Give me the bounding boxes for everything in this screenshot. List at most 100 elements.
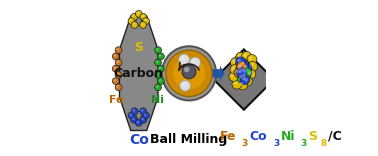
Circle shape xyxy=(192,59,196,63)
Circle shape xyxy=(115,71,122,78)
Circle shape xyxy=(232,66,235,70)
Circle shape xyxy=(141,109,143,112)
Circle shape xyxy=(140,116,147,123)
Circle shape xyxy=(116,61,119,63)
Text: Fe: Fe xyxy=(109,95,123,105)
Circle shape xyxy=(247,54,257,64)
Circle shape xyxy=(239,63,242,67)
Circle shape xyxy=(239,66,249,76)
Text: Co: Co xyxy=(250,130,267,143)
Circle shape xyxy=(237,73,247,83)
Circle shape xyxy=(181,56,184,60)
Circle shape xyxy=(115,59,122,66)
Circle shape xyxy=(131,108,138,115)
Text: S: S xyxy=(134,41,143,54)
Circle shape xyxy=(232,79,242,89)
Circle shape xyxy=(180,80,191,91)
Circle shape xyxy=(159,79,161,81)
Text: S: S xyxy=(308,130,318,143)
Circle shape xyxy=(162,46,216,100)
Circle shape xyxy=(240,71,250,81)
Circle shape xyxy=(237,59,241,62)
Text: /C: /C xyxy=(328,130,342,143)
Circle shape xyxy=(236,70,239,73)
Circle shape xyxy=(248,71,251,75)
Text: Co: Co xyxy=(129,133,149,147)
Circle shape xyxy=(128,18,135,24)
Circle shape xyxy=(242,77,245,80)
Circle shape xyxy=(242,68,245,72)
Circle shape xyxy=(116,73,119,75)
Circle shape xyxy=(237,61,246,71)
Text: 3: 3 xyxy=(300,139,307,148)
Circle shape xyxy=(249,56,253,60)
Circle shape xyxy=(129,19,132,21)
Text: 3: 3 xyxy=(242,139,248,148)
Circle shape xyxy=(133,23,135,25)
Text: Ni: Ni xyxy=(281,130,296,143)
Circle shape xyxy=(232,60,236,63)
Circle shape xyxy=(239,75,243,78)
Circle shape xyxy=(238,66,241,69)
Circle shape xyxy=(184,67,189,72)
Polygon shape xyxy=(119,16,158,131)
Circle shape xyxy=(156,85,158,88)
Circle shape xyxy=(239,70,242,73)
Circle shape xyxy=(156,61,158,63)
Circle shape xyxy=(231,73,234,77)
Circle shape xyxy=(135,119,142,126)
Circle shape xyxy=(141,118,144,120)
Circle shape xyxy=(240,75,250,85)
Circle shape xyxy=(131,116,138,123)
Circle shape xyxy=(144,113,146,116)
Circle shape xyxy=(132,118,135,120)
Circle shape xyxy=(250,63,253,67)
Text: Fe: Fe xyxy=(220,130,236,143)
Circle shape xyxy=(238,54,241,58)
Circle shape xyxy=(245,78,248,82)
Circle shape xyxy=(239,59,249,69)
Circle shape xyxy=(242,63,252,73)
Circle shape xyxy=(246,69,256,79)
Text: Ni: Ni xyxy=(151,95,164,105)
Circle shape xyxy=(112,78,119,85)
Circle shape xyxy=(179,54,189,65)
Circle shape xyxy=(140,14,147,20)
Circle shape xyxy=(112,65,119,72)
Circle shape xyxy=(158,53,164,60)
Circle shape xyxy=(236,52,246,62)
Circle shape xyxy=(244,65,248,68)
Circle shape xyxy=(235,57,245,67)
Circle shape xyxy=(243,53,247,57)
Circle shape xyxy=(237,68,246,78)
Circle shape xyxy=(140,22,147,28)
Circle shape xyxy=(115,84,122,91)
Circle shape xyxy=(143,112,149,119)
Circle shape xyxy=(116,48,119,51)
Circle shape xyxy=(240,82,243,85)
Circle shape xyxy=(159,54,161,57)
Circle shape xyxy=(156,73,158,75)
Circle shape xyxy=(135,10,142,17)
Circle shape xyxy=(128,112,135,119)
Circle shape xyxy=(243,76,253,86)
Circle shape xyxy=(242,51,251,61)
Circle shape xyxy=(244,70,247,73)
Circle shape xyxy=(133,109,135,112)
Circle shape xyxy=(155,59,161,66)
Circle shape xyxy=(159,67,161,69)
Circle shape xyxy=(137,121,139,123)
Circle shape xyxy=(158,65,164,72)
Text: 8: 8 xyxy=(320,139,327,148)
Circle shape xyxy=(131,14,138,20)
Circle shape xyxy=(141,23,143,25)
Circle shape xyxy=(140,108,147,115)
Circle shape xyxy=(241,61,245,65)
Circle shape xyxy=(236,64,246,74)
Circle shape xyxy=(137,12,139,14)
Text: Carbon: Carbon xyxy=(114,67,164,80)
Circle shape xyxy=(234,68,244,78)
Circle shape xyxy=(143,18,149,24)
Text: 3: 3 xyxy=(273,139,279,148)
Circle shape xyxy=(112,53,119,60)
